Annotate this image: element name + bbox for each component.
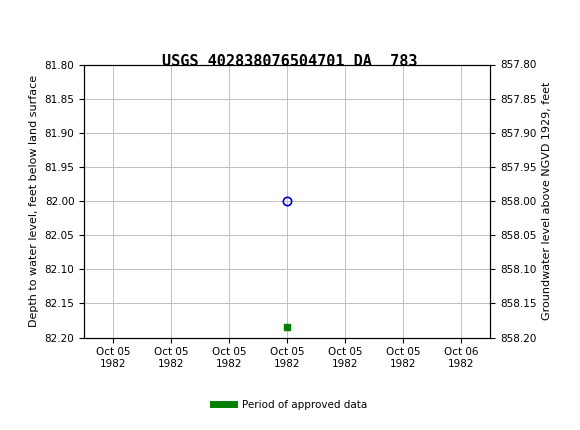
Text: USGS 402838076504701 DA  783: USGS 402838076504701 DA 783: [162, 54, 418, 68]
Legend: Period of approved data: Period of approved data: [209, 396, 371, 414]
Y-axis label: Depth to water level, feet below land surface: Depth to water level, feet below land su…: [29, 75, 39, 327]
Y-axis label: Groundwater level above NGVD 1929, feet: Groundwater level above NGVD 1929, feet: [542, 82, 552, 320]
Text: ≡USGS: ≡USGS: [9, 13, 85, 32]
